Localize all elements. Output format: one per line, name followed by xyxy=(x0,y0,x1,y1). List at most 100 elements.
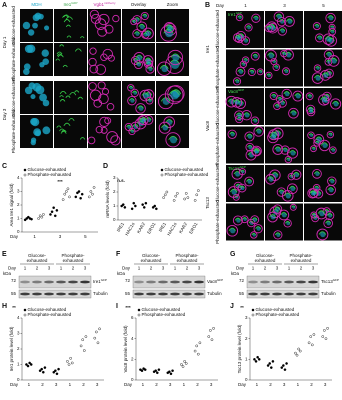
cell xyxy=(127,84,135,92)
x-tick-label: 2 xyxy=(82,382,85,387)
cell xyxy=(126,124,132,128)
data-point xyxy=(151,206,155,209)
day-label: 3 xyxy=(84,266,87,271)
data-point xyxy=(321,335,325,338)
data-point xyxy=(43,366,47,369)
band xyxy=(68,292,78,296)
kda-title: kDa xyxy=(117,271,125,276)
legend-marker xyxy=(23,313,27,317)
data-point xyxy=(80,192,84,196)
data-point xyxy=(294,351,297,355)
legend-label: Glucose-exhausted xyxy=(256,307,295,312)
data-point xyxy=(198,341,202,345)
cell xyxy=(251,217,258,220)
cell xyxy=(80,36,85,39)
band xyxy=(194,280,204,284)
cell xyxy=(308,133,314,136)
data-point xyxy=(268,362,272,365)
day-label: 3 xyxy=(48,266,51,271)
y-axis-label: Ire1 protein level (fold) xyxy=(9,326,14,371)
data-point xyxy=(93,336,97,340)
cell xyxy=(273,11,285,22)
cell xyxy=(130,88,139,98)
cell xyxy=(246,133,253,137)
band xyxy=(272,280,282,284)
cell xyxy=(250,116,260,125)
data-point xyxy=(183,197,186,201)
cell xyxy=(332,100,340,105)
channel-label-sup: GFP xyxy=(236,11,242,15)
x-tick-label: 3 xyxy=(210,382,213,387)
x-tick-label: 3 xyxy=(96,382,99,387)
cell xyxy=(253,126,264,137)
data-point xyxy=(42,370,45,374)
cell xyxy=(138,23,146,27)
cell xyxy=(237,69,244,72)
cell xyxy=(293,172,300,176)
cell xyxy=(320,142,328,146)
band xyxy=(272,292,282,296)
data-point xyxy=(324,337,328,340)
data-point xyxy=(25,363,28,366)
data-point xyxy=(69,356,72,360)
channel-label-main: Ire1 xyxy=(228,12,236,17)
band xyxy=(194,292,204,296)
cell xyxy=(158,121,171,134)
cell xyxy=(104,117,112,125)
condition-label: exhausted xyxy=(63,258,84,263)
cell xyxy=(89,47,97,55)
cell xyxy=(144,30,152,34)
cell xyxy=(74,48,82,52)
y-tick-label: 2 xyxy=(17,202,20,207)
y-tick-label: 2 xyxy=(17,346,20,351)
cell xyxy=(233,99,241,103)
cell xyxy=(314,23,320,27)
cell xyxy=(325,12,336,24)
cell xyxy=(165,119,173,123)
significance-label: n.s. xyxy=(117,178,125,183)
legend-marker xyxy=(137,308,141,312)
data-point xyxy=(271,360,275,363)
panel-label: B xyxy=(205,2,210,9)
data-point xyxy=(77,190,81,193)
row-label: Glucose-exhausted xyxy=(11,78,16,117)
condition-label: Glucose- xyxy=(256,253,275,258)
data-point xyxy=(52,370,56,374)
panel-label: E xyxy=(2,251,7,258)
cell xyxy=(243,58,248,61)
cell xyxy=(308,188,319,198)
cell xyxy=(163,21,175,33)
cell xyxy=(63,19,71,23)
blot xyxy=(132,275,206,289)
data-point xyxy=(121,203,125,206)
x-tick-label: 2 xyxy=(269,382,272,387)
cell xyxy=(246,25,252,28)
data-point xyxy=(27,215,30,219)
cell xyxy=(291,205,296,208)
day-label: 3 xyxy=(283,3,286,8)
cell xyxy=(33,128,42,137)
data-point xyxy=(79,344,83,348)
data-point xyxy=(91,192,94,196)
channel-label: Vac8GFP xyxy=(228,88,244,94)
cell xyxy=(316,228,329,241)
micrograph xyxy=(156,43,189,76)
cell xyxy=(238,168,247,176)
band-label: Tubulin xyxy=(93,291,108,296)
data-point xyxy=(65,190,68,193)
x-tick-label: 1 xyxy=(297,382,300,387)
day-label: 2 xyxy=(264,266,267,271)
cell xyxy=(32,14,40,22)
data-point xyxy=(181,365,185,368)
cell xyxy=(312,22,321,31)
row-label: Phosphate-exhausted xyxy=(11,37,16,81)
y-tick-label: 4 xyxy=(17,315,20,320)
data-point xyxy=(186,196,190,199)
day-label: 2 xyxy=(300,266,303,271)
x-tick-label: 2 xyxy=(196,382,199,387)
data-point xyxy=(282,364,285,367)
day-title: Day xyxy=(8,266,17,271)
cell xyxy=(234,35,241,38)
panel-label: I xyxy=(116,303,118,310)
cell xyxy=(252,53,258,57)
